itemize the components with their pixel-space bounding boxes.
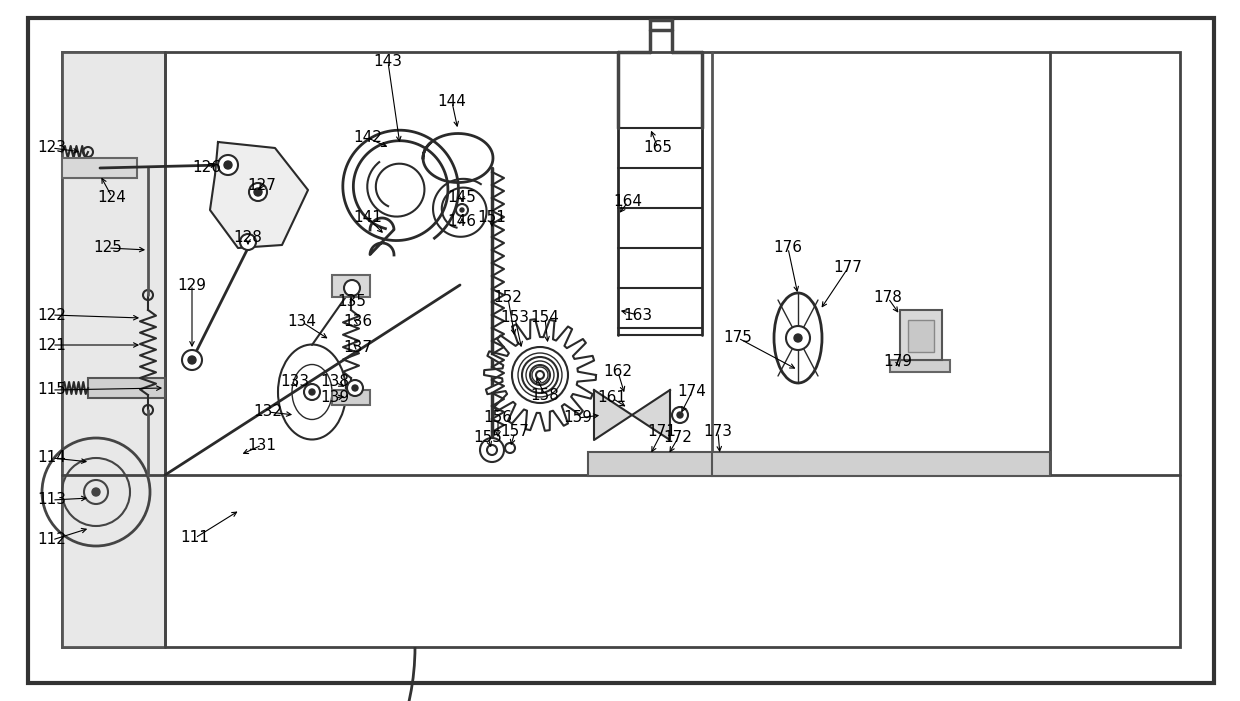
Text: 122: 122 [37,308,67,322]
Text: 157: 157 [501,425,529,440]
Text: 113: 113 [37,493,67,508]
Bar [88,378,165,398]
Text: 123: 123 [37,140,67,156]
Text: 142: 142 [353,130,382,146]
Text: 165: 165 [644,140,672,156]
Text: 158: 158 [531,388,559,402]
Circle shape [92,488,100,496]
Circle shape [480,438,503,462]
Text: 133: 133 [280,374,310,390]
Bar [332,275,370,297]
Polygon shape [210,142,308,248]
Text: 115: 115 [37,383,67,397]
Bar [62,52,165,647]
Text: 151: 151 [477,210,506,226]
Circle shape [343,280,360,296]
Text: 138: 138 [320,374,350,390]
Text: 152: 152 [494,290,522,306]
Circle shape [249,183,267,201]
Polygon shape [632,390,670,440]
Circle shape [456,204,467,216]
Text: 127: 127 [248,177,277,193]
Circle shape [188,356,196,364]
Bar [62,158,136,178]
Text: 175: 175 [724,330,753,346]
Text: 137: 137 [343,341,372,355]
Circle shape [536,371,544,379]
Text: 176: 176 [774,240,802,255]
Text: 145: 145 [448,191,476,205]
Circle shape [672,407,688,423]
Text: 132: 132 [253,404,283,419]
Circle shape [218,155,238,175]
Text: 172: 172 [663,430,692,446]
Circle shape [505,443,515,453]
Text: 146: 146 [448,215,476,229]
Text: 174: 174 [677,385,707,400]
Circle shape [182,350,202,370]
Bar [588,452,799,476]
Text: 155: 155 [474,430,502,446]
Circle shape [487,445,497,455]
Bar [712,452,1050,476]
Text: 144: 144 [438,95,466,109]
Text: 156: 156 [484,411,512,426]
Text: 177: 177 [833,261,863,275]
Circle shape [786,326,810,350]
Text: 171: 171 [647,425,677,440]
Text: 141: 141 [353,210,382,226]
Text: 114: 114 [37,451,67,465]
Text: 136: 136 [343,315,372,329]
Bar [908,320,934,352]
Circle shape [224,161,232,169]
Text: 178: 178 [873,290,903,306]
Text: 162: 162 [604,365,632,379]
Text: 153: 153 [501,311,529,325]
Text: 143: 143 [373,55,403,69]
Bar [62,52,1180,647]
Circle shape [254,188,262,196]
Text: 128: 128 [233,231,263,245]
Bar [900,310,942,360]
Circle shape [309,389,315,395]
Circle shape [347,380,363,396]
Text: 131: 131 [248,437,277,453]
Text: 139: 139 [320,390,350,405]
Text: 164: 164 [614,194,642,210]
Text: 159: 159 [563,411,593,426]
Polygon shape [594,390,632,440]
Circle shape [460,208,464,212]
Text: 135: 135 [337,294,367,310]
Circle shape [352,385,358,391]
Circle shape [241,234,255,250]
Text: 125: 125 [93,240,123,255]
Circle shape [677,412,683,418]
Text: 124: 124 [98,189,126,205]
Text: 112: 112 [37,533,67,547]
Text: 163: 163 [624,308,652,322]
Polygon shape [484,319,596,431]
Text: 126: 126 [192,160,222,175]
Text: 121: 121 [37,337,67,353]
Text: 179: 179 [883,355,913,369]
Text: 134: 134 [288,315,316,329]
Bar [332,390,370,405]
Text: 111: 111 [181,531,210,545]
Bar [890,360,950,372]
Text: 129: 129 [177,278,207,292]
Text: 154: 154 [531,311,559,325]
Text: 161: 161 [598,390,626,405]
Circle shape [304,384,320,400]
Circle shape [794,334,802,342]
Text: 173: 173 [703,425,733,440]
